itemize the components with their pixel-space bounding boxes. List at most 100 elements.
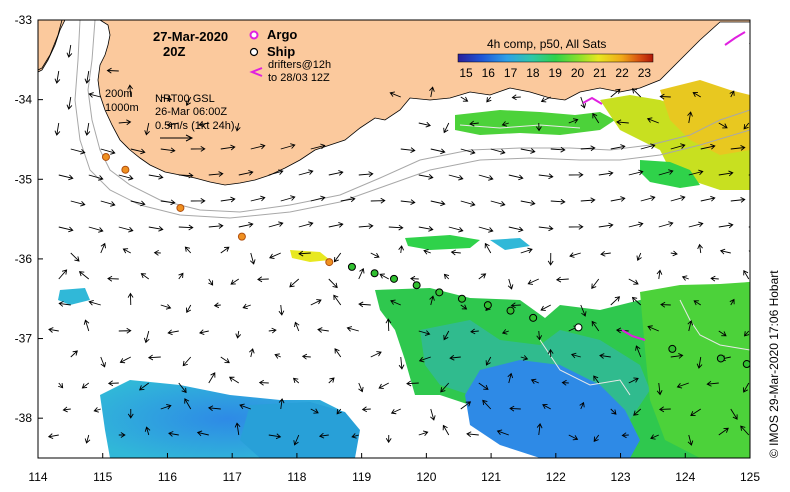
sst-patch-blue-west2 [240, 402, 360, 458]
current-arrow [593, 375, 600, 384]
argo-float-marker [176, 203, 185, 212]
current-arrow [460, 148, 476, 155]
current-arrow [235, 330, 242, 339]
current-arrow [370, 197, 386, 204]
current-arrow [748, 226, 750, 228]
current-arrow [58, 174, 74, 181]
current-arrow [249, 252, 256, 265]
current-arrow [501, 121, 509, 127]
current-arrow [274, 353, 281, 359]
current-arrow [84, 434, 91, 444]
current-arrow [568, 223, 584, 230]
depth-200-label: 200m [105, 88, 133, 100]
current-arrow [692, 91, 701, 98]
colorbar-tick-label: 23 [638, 66, 652, 80]
current-arrow [592, 112, 600, 124]
current-arrow [418, 174, 434, 180]
ship-marker [483, 301, 492, 310]
argo-legend-icon [249, 30, 259, 40]
current-arrow [448, 174, 464, 181]
current-arrow [568, 118, 579, 124]
colorbar [457, 53, 654, 63]
ship-marker [370, 269, 379, 278]
current-arrow [593, 434, 600, 442]
current-arrow [410, 275, 419, 282]
current-arrow [70, 148, 86, 155]
current-arrow [631, 296, 642, 306]
x-tick-label: 116 [158, 470, 177, 484]
current-arrow [293, 434, 300, 446]
current-arrow [84, 70, 91, 84]
current-arrow [448, 226, 464, 233]
current-arrow [358, 301, 371, 308]
current-arrow [550, 146, 566, 153]
current-arrow [130, 148, 146, 155]
current-arrow [670, 353, 684, 359]
current-arrow [119, 356, 131, 364]
current-arrow [600, 250, 611, 257]
current-arrow [178, 272, 184, 280]
current-arrow [740, 425, 750, 436]
current-arrow [646, 117, 659, 124]
ship-legend-label: Ship [267, 44, 295, 59]
current-arrow [610, 88, 621, 98]
current-arrow [748, 174, 750, 176]
current-arrow [160, 199, 176, 206]
x-tick-label: 125 [740, 470, 760, 484]
current-arrow [54, 70, 61, 84]
sst-patch-blue-small [490, 238, 530, 250]
current-arrow [536, 330, 543, 341]
current-arrow [199, 329, 209, 335]
current-arrow [486, 96, 492, 103]
current-arrow [748, 250, 750, 253]
current-arrow [700, 195, 716, 202]
current-arrow [520, 200, 536, 206]
current-arrow [469, 120, 479, 127]
current-arrow [542, 403, 551, 410]
current-arrow [398, 356, 405, 370]
current-arrow [298, 250, 311, 257]
drifter-legend-label-1: drifters@12h [268, 59, 331, 71]
current-arrow [358, 382, 364, 393]
current-arrow [430, 408, 436, 421]
current-arrow [636, 252, 642, 262]
current-arrow [148, 173, 164, 180]
colorbar-tick-label: 22 [615, 66, 629, 80]
current-arrow [510, 302, 521, 309]
sst-isotherm-south [539, 339, 631, 396]
current-arrow [310, 143, 326, 150]
current-arrow [555, 276, 569, 283]
isobath-1000m [74, 20, 750, 219]
current-arrow [687, 111, 693, 124]
map-date: 27-Mar-2020 [153, 29, 228, 44]
current-arrow [208, 171, 224, 177]
current-arrow [88, 92, 101, 98]
current-arrow [208, 223, 224, 229]
current-arrow [207, 405, 221, 412]
current-arrow [336, 408, 342, 415]
product-label: NRT00 GSL [155, 93, 215, 105]
current-arrow [719, 248, 731, 255]
current-arrow [484, 242, 492, 254]
current-arrow [568, 171, 584, 178]
current-arrow [317, 327, 329, 333]
current-arrow [449, 354, 461, 361]
current-arrow [460, 304, 468, 310]
current-arrow [310, 408, 319, 414]
current-arrow [753, 355, 761, 360]
current-arrow [106, 67, 119, 74]
current-arrow [388, 224, 404, 231]
current-arrow [423, 249, 431, 255]
colorbar-ticks: 15 16 17 18 19 20 21 22 23 [459, 66, 651, 80]
current-arrow [460, 401, 472, 410]
y-tick-label: -35 [15, 172, 33, 186]
current-arrow [729, 298, 735, 306]
current-arrow [580, 304, 587, 317]
current-arrow [460, 200, 476, 207]
current-arrow [761, 199, 775, 204]
current-arrow [66, 96, 73, 110]
colorbar-tick-label: 21 [593, 66, 607, 80]
current-arrow [328, 170, 344, 176]
current-arrow [478, 226, 494, 233]
